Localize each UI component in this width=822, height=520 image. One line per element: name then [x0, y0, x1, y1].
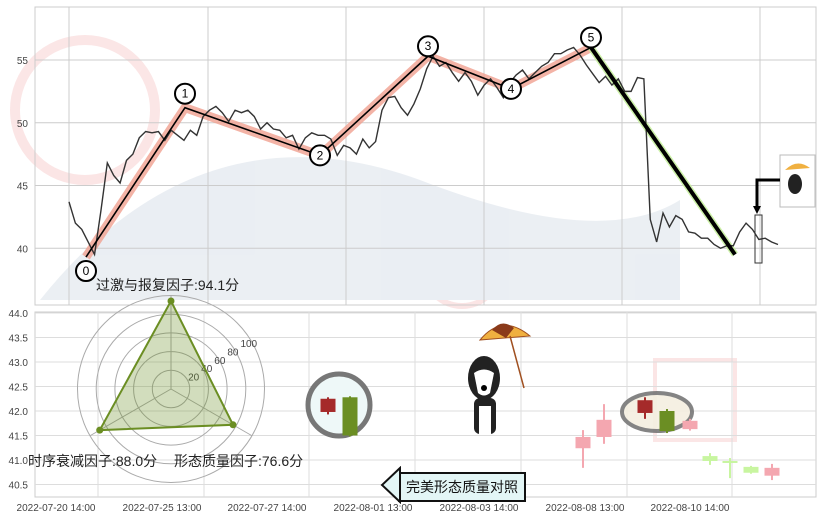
radar-ring-label: 60: [214, 356, 226, 367]
candle: [575, 436, 591, 449]
match-ellipse: [620, 391, 694, 433]
radar-ring-label: 40: [201, 364, 213, 375]
bottom-ytick-label: 41.5: [9, 432, 29, 443]
x-axis-tick-label: 2022-07-20 14:00: [17, 503, 96, 514]
wave-line-up: [85, 46, 592, 258]
wave-point-marker: [174, 82, 196, 105]
reference-circle: [305, 371, 373, 439]
callout-label: 完美形态质量对照: [406, 479, 518, 495]
candle: [702, 456, 718, 461]
radar-axis-label: 过激与报复因子:94.1分: [96, 277, 239, 293]
wave-point-label: 4: [508, 82, 515, 96]
watermark-layer: [10, 35, 737, 442]
wave-point-label: 0: [83, 264, 90, 278]
candle: [659, 411, 675, 432]
reference-candle: [342, 397, 358, 436]
bottom-ytick-label: 43.0: [9, 358, 29, 369]
bottom-ytick-label: 43.5: [9, 334, 29, 345]
bottom-candle-panel: 2022-07-20 14:00 2022-07-25 13:00 2022-07-…: [9, 309, 817, 514]
wave-point-marker: [417, 35, 439, 58]
candle: [682, 420, 698, 430]
x-axis-tick-label: 2022-07-27 14:00: [228, 503, 307, 514]
watermark-m-icon: [421, 227, 503, 309]
radar-point: [167, 297, 175, 305]
radar-point: [229, 421, 237, 429]
candle: [637, 400, 653, 413]
radar-axis: [170, 388, 253, 437]
wave-point-label: 1: [182, 87, 189, 101]
top-ytick-label: 50: [17, 119, 29, 130]
price-line: [68, 46, 779, 257]
wave-point-marker: [580, 26, 602, 49]
radar-ring-label: 20: [188, 373, 200, 384]
radar-axis-label: 形态质量因子:76.6分: [174, 453, 303, 469]
left-arrow-icon: [380, 466, 401, 504]
top-ytick-label: 45: [17, 182, 29, 193]
wave-watermark-icon: [40, 157, 680, 300]
dog-with-umbrella-icon: [468, 323, 532, 434]
bottom-ytick-label: 41.0: [9, 456, 29, 467]
candle: [596, 419, 612, 437]
wave-point-label: 5: [588, 30, 595, 44]
wave-line-down: [589, 46, 737, 256]
candle: [764, 467, 780, 476]
wave-point-marker: [75, 260, 97, 283]
bottom-ytick-label: 44.0: [9, 309, 29, 320]
bottom-ytick-label: 42.5: [9, 383, 29, 394]
wave-point-marker: [500, 77, 522, 100]
callout-perfect-pattern: 完美形态质量对照: [398, 472, 526, 502]
radar-ring-label: 80: [227, 347, 239, 358]
x-axis-tick-label: 2022-07-25 13:00: [123, 503, 202, 514]
bottom-ytick-label: 42.0: [9, 407, 29, 418]
wave-point-marker: [309, 144, 331, 167]
watermark-seal-icon: [10, 35, 160, 185]
bottom-ytick-label: 40.5: [9, 481, 29, 492]
x-axis-tick-label: 2022-08-10 14:00: [651, 503, 730, 514]
top-ytick-label: 55: [17, 56, 29, 67]
top-plot-frame: [34, 6, 817, 306]
radar-polygon: [98, 298, 235, 432]
wave-point-label: 2: [317, 148, 324, 162]
x-axis-tick-label: 2022-08-01 13:00: [334, 503, 413, 514]
wave-point-label: 3: [425, 39, 432, 53]
x-axis-tick-label: 2022-08-08 13:00: [546, 503, 625, 514]
reference-candle: [320, 398, 336, 412]
mini-mascot-box: [753, 154, 816, 264]
top-ytick-label: 40: [17, 244, 29, 255]
candle: [722, 460, 738, 463]
candle: [743, 466, 759, 473]
radar-axis: [89, 388, 172, 437]
radar-axis-label: 时序衰减因子:88.0分: [28, 453, 157, 469]
radar-point: [96, 426, 104, 434]
radar-ring-label: 100: [240, 339, 257, 350]
x-axis-tick-label: 2022-08-03 14:00: [440, 503, 519, 514]
